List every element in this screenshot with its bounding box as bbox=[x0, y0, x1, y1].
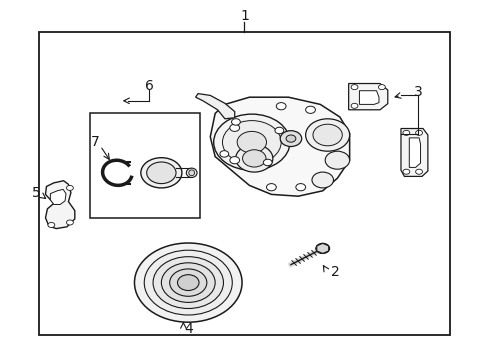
Polygon shape bbox=[210, 97, 349, 196]
Polygon shape bbox=[359, 91, 378, 104]
Ellipse shape bbox=[188, 170, 194, 176]
Text: 6: 6 bbox=[144, 80, 153, 93]
Circle shape bbox=[315, 243, 329, 253]
Circle shape bbox=[378, 85, 385, 90]
Text: 4: 4 bbox=[183, 323, 192, 336]
Circle shape bbox=[144, 250, 232, 315]
Polygon shape bbox=[316, 243, 328, 253]
Circle shape bbox=[48, 222, 55, 228]
Polygon shape bbox=[45, 181, 75, 229]
Polygon shape bbox=[195, 94, 234, 119]
Circle shape bbox=[141, 158, 182, 188]
Circle shape bbox=[229, 124, 239, 131]
Circle shape bbox=[305, 106, 315, 113]
Ellipse shape bbox=[186, 168, 197, 177]
Circle shape bbox=[402, 169, 409, 174]
Circle shape bbox=[134, 243, 242, 322]
Circle shape bbox=[213, 114, 289, 170]
Polygon shape bbox=[408, 138, 420, 167]
Circle shape bbox=[242, 150, 265, 167]
Circle shape bbox=[285, 135, 295, 142]
Polygon shape bbox=[348, 84, 387, 110]
Circle shape bbox=[280, 131, 301, 147]
Text: 5: 5 bbox=[32, 186, 41, 199]
Bar bbox=[39, 32, 449, 335]
Circle shape bbox=[274, 127, 283, 134]
Circle shape bbox=[263, 159, 271, 166]
Circle shape bbox=[350, 85, 357, 90]
Circle shape bbox=[66, 185, 73, 190]
Circle shape bbox=[402, 130, 409, 135]
Circle shape bbox=[161, 263, 215, 302]
Text: 3: 3 bbox=[413, 85, 422, 99]
Circle shape bbox=[276, 103, 285, 110]
Circle shape bbox=[169, 269, 206, 296]
Polygon shape bbox=[400, 129, 427, 176]
Circle shape bbox=[177, 275, 199, 291]
Circle shape bbox=[237, 131, 266, 153]
Text: 2: 2 bbox=[330, 265, 339, 279]
Circle shape bbox=[66, 220, 73, 225]
Circle shape bbox=[305, 119, 349, 151]
Circle shape bbox=[153, 257, 223, 309]
Text: 7: 7 bbox=[91, 135, 100, 149]
Polygon shape bbox=[50, 189, 66, 204]
Circle shape bbox=[220, 151, 228, 157]
Circle shape bbox=[311, 172, 333, 188]
Circle shape bbox=[312, 124, 342, 146]
Circle shape bbox=[231, 119, 240, 125]
Circle shape bbox=[229, 157, 239, 164]
Circle shape bbox=[222, 121, 281, 164]
Circle shape bbox=[146, 162, 176, 184]
Circle shape bbox=[325, 151, 349, 169]
Circle shape bbox=[350, 103, 357, 108]
Circle shape bbox=[295, 184, 305, 191]
Bar bbox=[90, 113, 200, 218]
Circle shape bbox=[415, 130, 422, 135]
Circle shape bbox=[266, 184, 276, 191]
Circle shape bbox=[415, 169, 422, 174]
Text: 1: 1 bbox=[240, 9, 248, 23]
Circle shape bbox=[235, 145, 272, 172]
